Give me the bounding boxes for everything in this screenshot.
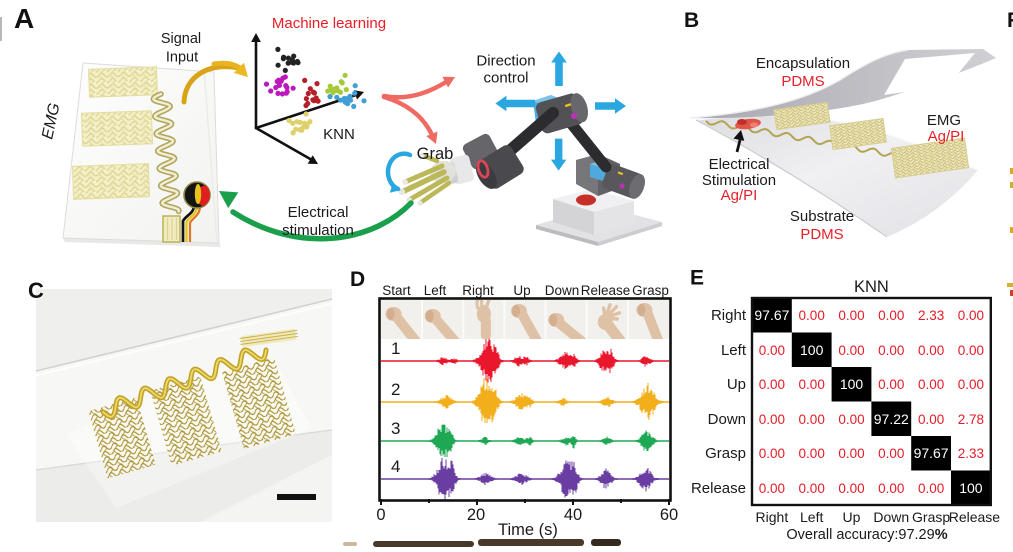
svg-text:0.00: 0.00 <box>799 377 825 392</box>
svg-text:97.67: 97.67 <box>914 445 949 461</box>
svg-text:stimulation: stimulation <box>282 222 354 239</box>
svg-text:Signal: Signal <box>161 31 201 47</box>
svg-text:PDMS: PDMS <box>781 73 824 90</box>
svg-text:A: A <box>14 3 34 34</box>
svg-text:E: E <box>690 267 704 290</box>
svg-text:Direction: Direction <box>476 53 535 70</box>
svg-text:0.00: 0.00 <box>958 377 984 392</box>
svg-text:Release: Release <box>949 509 1001 525</box>
svg-text:0.00: 0.00 <box>759 377 785 392</box>
svg-text:Release: Release <box>691 480 746 497</box>
svg-text:0.00: 0.00 <box>878 308 904 323</box>
svg-text:Right: Right <box>756 509 789 525</box>
svg-text:0.00: 0.00 <box>759 343 785 358</box>
svg-text:Grasp: Grasp <box>632 283 669 298</box>
svg-text:97.22: 97.22 <box>874 411 909 427</box>
svg-text:0.00: 0.00 <box>838 308 864 323</box>
svg-text:2.33: 2.33 <box>958 446 984 461</box>
svg-text:Electrical: Electrical <box>709 156 770 173</box>
svg-text:Up: Up <box>843 509 861 525</box>
svg-text:Start: Start <box>382 283 411 298</box>
svg-text:Grasp: Grasp <box>912 509 950 525</box>
svg-text:0.00: 0.00 <box>799 446 825 461</box>
svg-text:0.00: 0.00 <box>958 343 984 358</box>
svg-text:Right: Right <box>711 307 747 324</box>
svg-text:0.00: 0.00 <box>838 446 864 461</box>
svg-text:Ag/PI: Ag/PI <box>721 187 758 204</box>
svg-text:Up: Up <box>513 283 530 298</box>
svg-text:0.00: 0.00 <box>878 377 904 392</box>
svg-text:Grasp: Grasp <box>705 445 746 462</box>
svg-text:Stimulation: Stimulation <box>702 172 776 189</box>
svg-text:Left: Left <box>800 509 823 525</box>
svg-text:0.00: 0.00 <box>878 481 904 496</box>
svg-text:3: 3 <box>391 419 400 438</box>
svg-text:Down: Down <box>873 509 909 525</box>
svg-text:0.00: 0.00 <box>838 412 864 427</box>
svg-text:control: control <box>483 70 528 87</box>
svg-text:D: D <box>350 268 365 291</box>
svg-text:0.00: 0.00 <box>799 308 825 323</box>
svg-text:1: 1 <box>391 339 400 358</box>
svg-text:0.00: 0.00 <box>878 446 904 461</box>
svg-text:0.00: 0.00 <box>918 481 944 496</box>
svg-text:Encapsulation: Encapsulation <box>756 55 850 72</box>
svg-text:0.00: 0.00 <box>838 481 864 496</box>
svg-text:2.78: 2.78 <box>958 412 984 427</box>
svg-text:Machine learning: Machine learning <box>272 15 386 32</box>
svg-text:4: 4 <box>391 457 400 476</box>
svg-text:Release: Release <box>581 283 631 298</box>
svg-text:100: 100 <box>800 342 824 358</box>
svg-text:2: 2 <box>391 380 400 399</box>
svg-text:F: F <box>1007 9 1013 32</box>
svg-text:B: B <box>684 9 699 32</box>
svg-text:60: 60 <box>660 506 678 524</box>
svg-text:KNN: KNN <box>323 126 355 143</box>
svg-text:Up: Up <box>727 376 746 393</box>
svg-text:Down: Down <box>545 283 580 298</box>
svg-text:Substrate: Substrate <box>790 208 854 225</box>
svg-text:20: 20 <box>467 506 485 524</box>
svg-text:100: 100 <box>959 480 983 496</box>
svg-text:40: 40 <box>564 506 582 524</box>
svg-text:0.00: 0.00 <box>918 343 944 358</box>
svg-text:0.00: 0.00 <box>799 481 825 496</box>
svg-text:0: 0 <box>376 506 385 524</box>
svg-text:Left: Left <box>424 283 447 298</box>
svg-text:100: 100 <box>840 376 864 392</box>
svg-text:Left: Left <box>721 342 747 359</box>
svg-text:0.00: 0.00 <box>878 343 904 358</box>
svg-text:Electrical: Electrical <box>288 204 349 221</box>
svg-text:Input: Input <box>166 50 198 66</box>
svg-text:Right: Right <box>462 283 494 298</box>
svg-text:PDMS: PDMS <box>800 226 843 243</box>
svg-text:Down: Down <box>708 411 746 428</box>
svg-text:0.00: 0.00 <box>918 377 944 392</box>
svg-text:C: C <box>28 278 44 303</box>
svg-text:0.00: 0.00 <box>838 343 864 358</box>
svg-text:0.00: 0.00 <box>918 412 944 427</box>
svg-text:0.00: 0.00 <box>759 446 785 461</box>
svg-text:Overall accuracy:97.29%: Overall accuracy:97.29% <box>786 527 947 543</box>
svg-text:0.00: 0.00 <box>958 308 984 323</box>
svg-text:EMG: EMG <box>927 112 961 129</box>
svg-text:Time (s): Time (s) <box>498 521 558 539</box>
svg-text:Ag/PI: Ag/PI <box>928 128 965 145</box>
svg-text:KNN: KNN <box>854 278 889 296</box>
svg-text:2.33: 2.33 <box>918 308 944 323</box>
svg-text:0.00: 0.00 <box>759 412 785 427</box>
svg-text:0.00: 0.00 <box>799 412 825 427</box>
svg-text:97.67: 97.67 <box>754 307 789 323</box>
svg-text:0.00: 0.00 <box>759 481 785 496</box>
svg-text:Grab: Grab <box>417 145 454 163</box>
